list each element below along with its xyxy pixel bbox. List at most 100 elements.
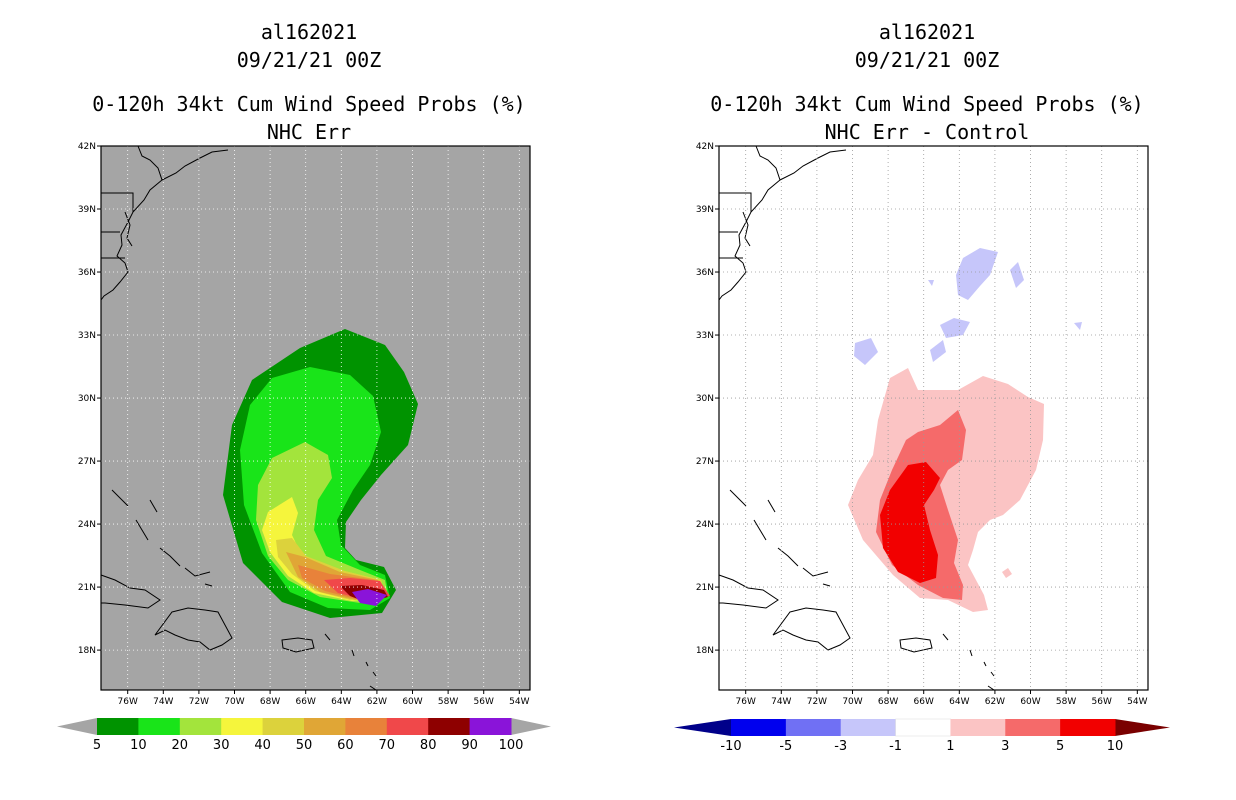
- contour-negative-3: [854, 338, 878, 365]
- colorbar-swatch: [221, 718, 264, 735]
- puerto-rico: [899, 637, 933, 653]
- lon-tick-label: 70W: [842, 697, 862, 707]
- colorbar-label: 60: [337, 738, 354, 753]
- colorbar-label: 10: [1107, 739, 1124, 754]
- axis-ticks: 42N 39N 36N 33N 30N 27N 24N 21N 18N 76W 74W 72W 70W 6…: [696, 142, 1148, 707]
- lon-tick-label: 56W: [474, 697, 494, 707]
- colorbar-label: -5: [779, 739, 792, 754]
- puerto-rico: [281, 637, 315, 653]
- colorbar-swatch: [1005, 719, 1061, 736]
- lon-tick-label: 74W: [771, 697, 791, 707]
- colorbar-label: 30: [213, 738, 230, 753]
- colorbar-swatch: [428, 718, 471, 735]
- lon-tick-label: 72W: [189, 697, 209, 707]
- coastlines: [718, 145, 995, 691]
- colorbar: -10 -5 -3 -1 1 3 5 10: [674, 718, 1170, 754]
- lat-tick-label: 21N: [696, 583, 714, 593]
- contour-positive-3: [880, 462, 940, 583]
- lat-tick-label: 42N: [696, 142, 714, 152]
- lon-tick-label: 60W: [1020, 697, 1040, 707]
- lesser-antilles: [942, 633, 995, 691]
- bahamas-2: [753, 519, 767, 541]
- cuba: [100, 574, 161, 609]
- bahamas-2: [135, 519, 149, 541]
- product-title: 0-120h 34kt Cum Wind Speed Probs (%): [710, 92, 1144, 116]
- colorbar-label: 100: [499, 738, 524, 753]
- bahamas-3: [149, 499, 158, 513]
- colorbar-swatch: [895, 718, 952, 737]
- lon-tick-label: 64W: [331, 697, 351, 707]
- graticule: [101, 145, 530, 690]
- colorbar-swatch: [386, 718, 429, 735]
- colorbar-label: 5: [93, 738, 101, 753]
- lat-tick-label: 36N: [78, 268, 96, 278]
- colorbar-label: -1: [889, 739, 902, 754]
- lat-tick-label: 39N: [696, 205, 714, 215]
- us-east-coast: [100, 145, 163, 301]
- colorbar-label: 5: [1056, 739, 1064, 754]
- right-panel: al162021 09/21/21 00Z 0-120h 34kt Cum Wi…: [618, 0, 1236, 800]
- left-panel: al162021 09/21/21 00Z 0-120h 34kt Cum Wi…: [57, 20, 551, 753]
- lat-tick-label: 33N: [696, 331, 714, 341]
- colorbar-swatch: [97, 718, 139, 735]
- map-frame: [100, 145, 531, 691]
- colorbar-end-high: [511, 718, 551, 735]
- product-subtitle: NHC Err: [266, 120, 352, 144]
- lat-tick-label: 27N: [78, 457, 96, 467]
- cape-cod: [779, 149, 847, 181]
- lon-tick-label: 64W: [949, 697, 969, 707]
- lon-tick-label: 76W: [736, 697, 756, 707]
- lat-tick-label: 24N: [78, 520, 96, 530]
- colorbar-label: -10: [720, 739, 741, 754]
- colorbar-swatch: [1060, 719, 1116, 736]
- colorbar-swatch: [179, 718, 222, 735]
- contour-negative-5: [1010, 262, 1024, 288]
- contour-negative-4: [930, 340, 946, 362]
- lon-tick-label: 72W: [807, 697, 827, 707]
- axis-ticks: 42N 39N 36N 33N 30N 27N 24N 21N 18N 76W 74W 72W 70W 6…: [78, 142, 530, 707]
- bahamas-1: [729, 489, 747, 507]
- state-border-1: [101, 192, 134, 212]
- colorbar: 5 10 20 30 40 50 60 70 80 90 100: [57, 718, 551, 753]
- datetime-title: 09/21/21 00Z: [854, 48, 1000, 72]
- lon-tick-label: 54W: [1127, 697, 1147, 707]
- lon-tick-label: 74W: [153, 697, 173, 707]
- cape-cod: [161, 149, 229, 181]
- lat-tick-label: 30N: [696, 394, 714, 404]
- lon-tick-label: 76W: [118, 697, 138, 707]
- lat-tick-label: 18N: [696, 646, 714, 656]
- lon-tick-label: 58W: [1056, 697, 1076, 707]
- lat-tick-label: 24N: [696, 520, 714, 530]
- hispaniola: [154, 607, 233, 651]
- probability-contours: [223, 329, 418, 618]
- map-frame: [718, 145, 1149, 691]
- colorbar-swatch: [304, 718, 346, 735]
- colorbar-swatch: [785, 719, 842, 736]
- storm-id-title: al162021: [260, 20, 358, 44]
- us-east-coast: [718, 145, 781, 301]
- colorbar-label: 10: [130, 738, 147, 753]
- contour-90: [352, 589, 387, 606]
- turks-caicos: [204, 583, 213, 587]
- colorbar-label: -3: [834, 739, 847, 754]
- lat-tick-label: 21N: [78, 583, 96, 593]
- colorbar-label: 70: [379, 738, 396, 753]
- lon-tick-label: 68W: [260, 697, 280, 707]
- colorbar-label: 1: [946, 739, 954, 754]
- lon-tick-label: 68W: [878, 697, 898, 707]
- colorbar-end-high: [1115, 719, 1170, 736]
- lon-tick-label: 62W: [367, 697, 387, 707]
- colorbar-label: 20: [172, 738, 189, 753]
- lat-tick-label: 36N: [696, 268, 714, 278]
- colorbar-label: 90: [461, 738, 478, 753]
- graticule: [719, 145, 1148, 690]
- bahamas-3: [767, 499, 776, 513]
- probability-map: 42N 39N 36N 33N 30N 27N 24N 21N 18N 76W 74W 72W 70W 6…: [57, 142, 551, 753]
- datetime-title: 09/21/21 00Z: [236, 48, 382, 72]
- lon-tick-label: 56W: [1092, 697, 1112, 707]
- lon-tick-label: 58W: [438, 697, 458, 707]
- lon-tick-label: 54W: [509, 697, 529, 707]
- contour-negative-6: [928, 280, 934, 286]
- colorbar-end-low: [674, 719, 731, 736]
- lon-tick-label: 66W: [914, 697, 934, 707]
